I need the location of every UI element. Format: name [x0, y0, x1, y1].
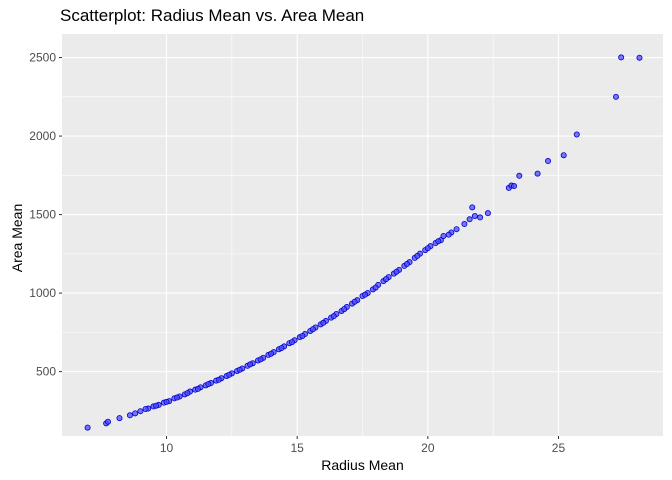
scatter-point [132, 410, 139, 417]
scatter-point [445, 231, 452, 238]
scatter-point [194, 385, 201, 392]
scatter-point [534, 170, 541, 177]
tick-layer: 10 15 20 25 500 1000 1500 2000 2500 [29, 51, 565, 455]
scatter-point [84, 424, 91, 431]
scatter-point [116, 415, 123, 422]
scatter-point [226, 371, 233, 378]
x-tick-label: 25 [552, 441, 566, 455]
x-tick-label: 15 [290, 441, 304, 455]
y-tick-label: 1500 [29, 208, 56, 222]
scatter-point [383, 276, 390, 283]
chart-title: Scatterplot: Radius Mean vs. Area Mean [60, 6, 365, 25]
x-tick-label: 10 [160, 441, 174, 455]
y-tick-label: 2500 [29, 51, 56, 65]
scatter-point [469, 204, 476, 211]
scatter-point [403, 261, 410, 268]
scatter-point [516, 172, 523, 179]
scatter-point [247, 361, 254, 368]
y-tick-label: 2000 [29, 129, 56, 143]
scatter-point [163, 398, 170, 405]
scatter-point [137, 408, 144, 415]
scatter-point [288, 339, 295, 346]
scatter-point [173, 394, 180, 401]
scatter-point [435, 238, 442, 245]
scatter-point [126, 412, 133, 419]
scatter-point [309, 326, 316, 333]
y-tick-label: 500 [36, 365, 56, 379]
scatter-point [424, 245, 431, 252]
scatter-point [573, 131, 580, 138]
scatter-point [461, 221, 468, 228]
y-axis-label: Area Mean [9, 203, 25, 273]
scatter-point [362, 291, 369, 298]
scatter-point [341, 306, 348, 313]
scatter-point [184, 390, 191, 397]
scatter-point [393, 268, 400, 275]
scatter-point [511, 183, 518, 190]
scatter-point [560, 152, 567, 159]
scatter-point [612, 93, 619, 100]
scatter-point [618, 54, 625, 61]
scatter-point [545, 158, 552, 165]
scatter-point [299, 332, 306, 339]
scatter-point [257, 356, 264, 363]
scatter-point [453, 226, 460, 233]
scatter-point [351, 298, 358, 305]
scatter-point [153, 402, 160, 409]
scatter-point [466, 216, 473, 223]
x-tick-label: 20 [421, 441, 435, 455]
scatter-point [636, 54, 643, 61]
scatter-point [440, 232, 447, 239]
scatter-point [414, 252, 421, 259]
scatter-point [268, 350, 275, 357]
scatter-point [278, 345, 285, 352]
grid-layer [62, 34, 663, 436]
x-axis-label: Radius Mean [321, 457, 404, 473]
scatter-point [205, 381, 212, 388]
y-tick-label: 1000 [29, 286, 56, 300]
points-layer [84, 54, 643, 431]
scatter-point [477, 214, 484, 221]
scatter-point [471, 212, 478, 219]
scatter-point [330, 313, 337, 320]
scatter-point [142, 405, 149, 412]
scatter-point [484, 210, 491, 217]
scatter-point [236, 366, 243, 373]
scatter-point [215, 376, 222, 383]
scatter-point [104, 418, 111, 425]
scatter-point [372, 284, 379, 291]
scatter-point [320, 319, 327, 326]
